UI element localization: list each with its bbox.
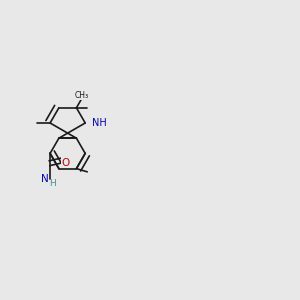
Text: N: N: [41, 174, 49, 184]
Text: NH: NH: [92, 118, 107, 128]
Text: CH₃: CH₃: [75, 91, 89, 100]
Text: O: O: [61, 158, 70, 168]
Text: H: H: [49, 179, 56, 188]
